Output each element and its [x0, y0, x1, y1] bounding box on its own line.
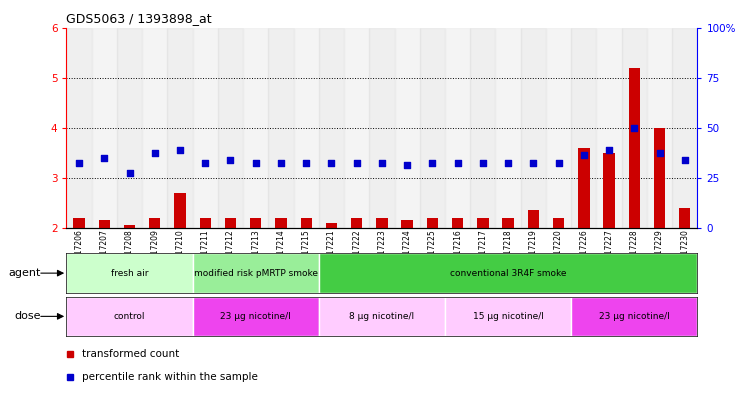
Bar: [66, 28, 92, 228]
Bar: [578, 148, 590, 228]
Text: 23 μg nicotine/l: 23 μg nicotine/l: [599, 312, 669, 321]
Bar: [672, 28, 697, 228]
Point: [553, 160, 565, 166]
Bar: [168, 28, 193, 228]
Text: percentile rank within the sample: percentile rank within the sample: [82, 372, 258, 382]
Point: [578, 152, 590, 158]
Text: GDS5063 / 1393898_at: GDS5063 / 1393898_at: [66, 12, 212, 25]
Bar: [344, 28, 369, 228]
Point: [73, 160, 85, 166]
Bar: [553, 218, 565, 228]
Text: dose: dose: [14, 311, 41, 321]
Text: 23 μg nicotine/l: 23 μg nicotine/l: [221, 312, 291, 321]
Bar: [376, 218, 387, 228]
Point: [351, 160, 362, 166]
Text: modified risk pMRTP smoke: modified risk pMRTP smoke: [193, 269, 318, 277]
Bar: [596, 28, 621, 228]
Bar: [250, 218, 261, 228]
Bar: [66, 297, 193, 336]
Point: [124, 170, 136, 176]
Bar: [369, 28, 395, 228]
Point: [477, 160, 489, 166]
Bar: [452, 218, 463, 228]
Point: [528, 160, 539, 166]
Bar: [174, 193, 186, 228]
Point: [452, 160, 463, 166]
Point: [376, 160, 388, 166]
Bar: [395, 28, 420, 228]
Bar: [124, 226, 135, 228]
Bar: [495, 28, 521, 228]
Bar: [294, 28, 319, 228]
Point: [401, 162, 413, 169]
Bar: [621, 28, 647, 228]
Bar: [117, 28, 142, 228]
Point: [275, 160, 287, 166]
Point: [149, 150, 161, 156]
Bar: [218, 28, 243, 228]
Text: 15 μg nicotine/l: 15 μg nicotine/l: [472, 312, 544, 321]
Text: 8 μg nicotine/l: 8 μg nicotine/l: [349, 312, 415, 321]
Point: [502, 160, 514, 166]
Bar: [445, 297, 571, 336]
Bar: [647, 28, 672, 228]
Bar: [149, 218, 160, 228]
Bar: [427, 218, 438, 228]
Bar: [654, 128, 665, 228]
Bar: [99, 220, 110, 228]
Bar: [142, 28, 168, 228]
Text: transformed count: transformed count: [82, 349, 179, 359]
Point: [249, 160, 261, 166]
Point: [679, 157, 691, 163]
Bar: [66, 253, 193, 293]
Bar: [275, 218, 286, 228]
Bar: [269, 28, 294, 228]
Bar: [470, 28, 495, 228]
Point: [300, 160, 312, 166]
Point: [603, 147, 615, 153]
Bar: [679, 208, 691, 228]
Bar: [193, 253, 319, 293]
Bar: [319, 28, 344, 228]
Bar: [73, 218, 85, 228]
Bar: [571, 297, 697, 336]
Bar: [528, 210, 539, 228]
Bar: [629, 68, 640, 228]
Point: [199, 160, 211, 166]
Bar: [193, 297, 319, 336]
Bar: [546, 28, 571, 228]
Point: [325, 160, 337, 166]
Point: [224, 157, 236, 163]
Text: conventional 3R4F smoke: conventional 3R4F smoke: [450, 269, 566, 277]
Point: [629, 125, 641, 131]
Point: [427, 160, 438, 166]
Bar: [325, 223, 337, 228]
Text: fresh air: fresh air: [111, 269, 148, 277]
Text: agent: agent: [8, 268, 41, 278]
Bar: [351, 218, 362, 228]
Bar: [319, 253, 697, 293]
Bar: [92, 28, 117, 228]
Bar: [199, 218, 211, 228]
Bar: [521, 28, 546, 228]
Bar: [193, 28, 218, 228]
Bar: [300, 218, 312, 228]
Bar: [319, 297, 445, 336]
Point: [174, 147, 186, 153]
Bar: [503, 218, 514, 228]
Bar: [477, 218, 489, 228]
Bar: [225, 218, 236, 228]
Bar: [401, 220, 413, 228]
Point: [654, 150, 666, 156]
Bar: [445, 28, 470, 228]
Bar: [571, 28, 596, 228]
Bar: [243, 28, 269, 228]
Bar: [420, 28, 445, 228]
Point: [98, 155, 110, 161]
Bar: [604, 153, 615, 228]
Text: control: control: [114, 312, 145, 321]
